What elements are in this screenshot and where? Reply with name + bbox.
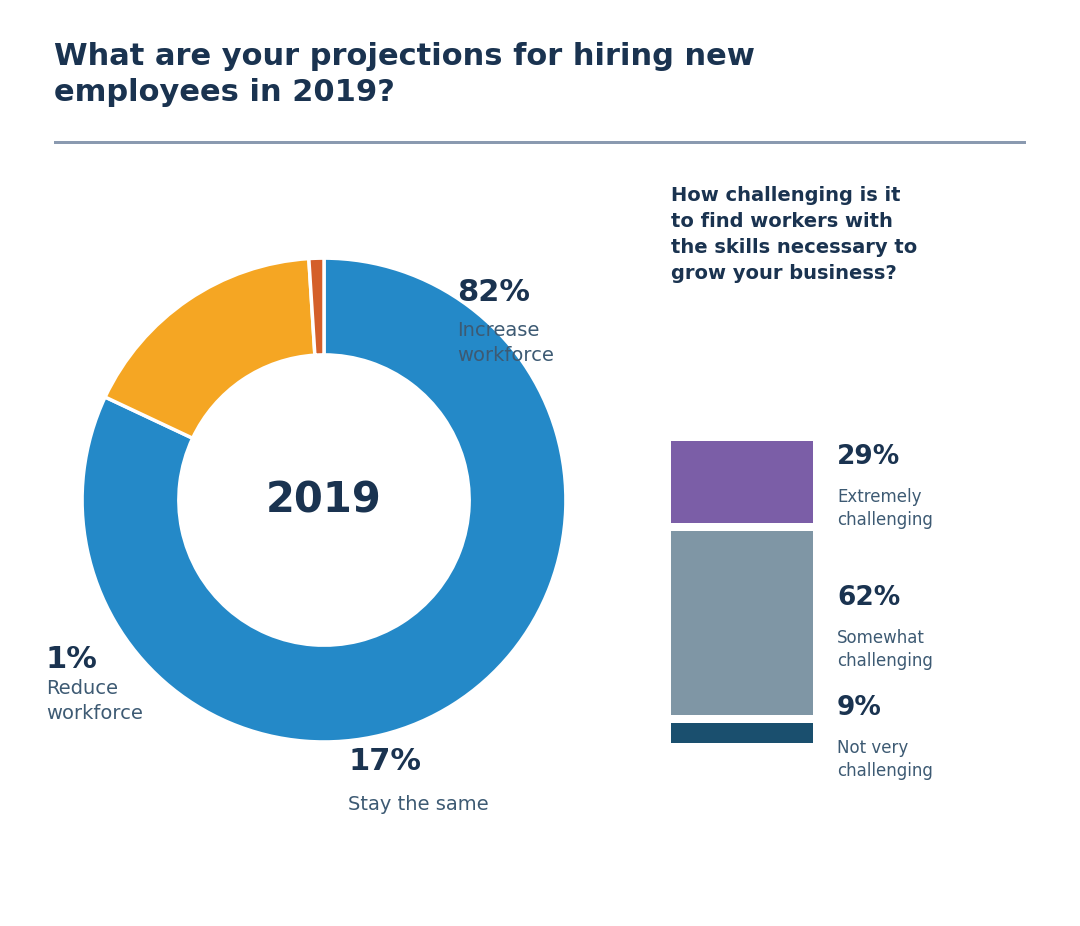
- Text: Stay the same: Stay the same: [348, 795, 489, 814]
- Text: 29%: 29%: [837, 444, 901, 470]
- Text: 1%: 1%: [45, 645, 97, 674]
- Text: 62%: 62%: [837, 585, 901, 611]
- Text: Extremely
challenging: Extremely challenging: [837, 488, 933, 530]
- Text: 9%: 9%: [837, 694, 882, 720]
- Text: 2019: 2019: [266, 479, 382, 521]
- Text: Somewhat
challenging: Somewhat challenging: [837, 629, 933, 670]
- Bar: [671, 441, 813, 523]
- Text: 17%: 17%: [348, 746, 421, 776]
- Wedge shape: [82, 258, 566, 742]
- Text: Not very
challenging: Not very challenging: [837, 739, 933, 780]
- Text: Increase
workforce: Increase workforce: [457, 321, 554, 365]
- Wedge shape: [309, 258, 324, 356]
- Bar: [671, 531, 813, 715]
- Text: What are your projections for hiring new
employees in 2019?: What are your projections for hiring new…: [54, 42, 755, 106]
- Text: 82%: 82%: [457, 278, 530, 307]
- Bar: [671, 722, 813, 743]
- Wedge shape: [105, 258, 315, 438]
- Text: Reduce
workforce: Reduce workforce: [45, 679, 143, 723]
- Text: How challenging is it
to find workers with
the skills necessary to
grow your bus: How challenging is it to find workers wi…: [671, 186, 917, 282]
